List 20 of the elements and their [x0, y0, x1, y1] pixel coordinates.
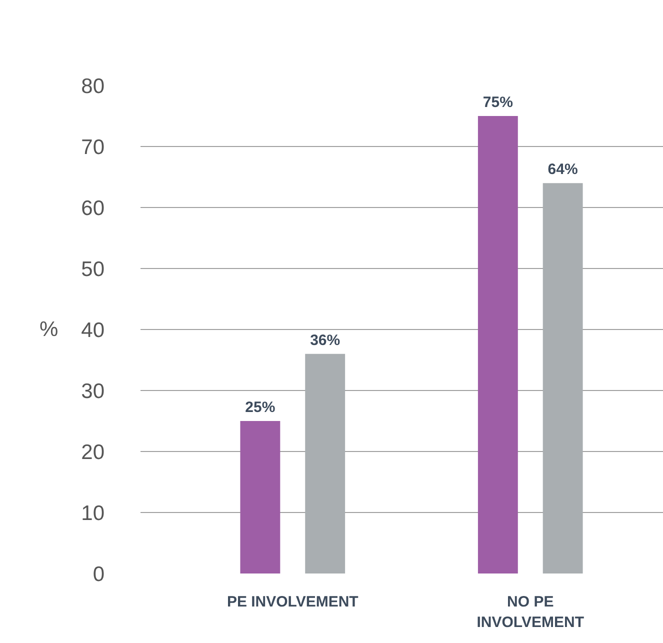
data-label: 25% — [245, 399, 276, 416]
y-tick-label: 70 — [81, 136, 104, 159]
y-tick-label: 10 — [81, 502, 104, 525]
y-tick-label: 60 — [81, 197, 104, 220]
data-label: 64% — [548, 161, 578, 178]
y-axis-title: % — [39, 318, 58, 341]
data-label: 75% — [482, 94, 513, 111]
y-tick-label: 50 — [81, 258, 104, 281]
y-tick-label: 20 — [81, 441, 104, 464]
bar — [240, 421, 280, 574]
y-tick-label: 0 — [92, 563, 105, 586]
y-tick-label: 30 — [81, 380, 104, 403]
y-tick-label: 80 — [81, 75, 104, 98]
bar — [478, 116, 518, 574]
x-tick-label: NO PE INVOLVEMENT — [476, 594, 584, 631]
y-tick-label: 40 — [81, 319, 104, 342]
x-tick-label: PE INVOLVEMENT — [226, 594, 358, 610]
bar — [542, 183, 583, 574]
data-label: 36% — [310, 332, 340, 349]
bar — [305, 354, 346, 574]
